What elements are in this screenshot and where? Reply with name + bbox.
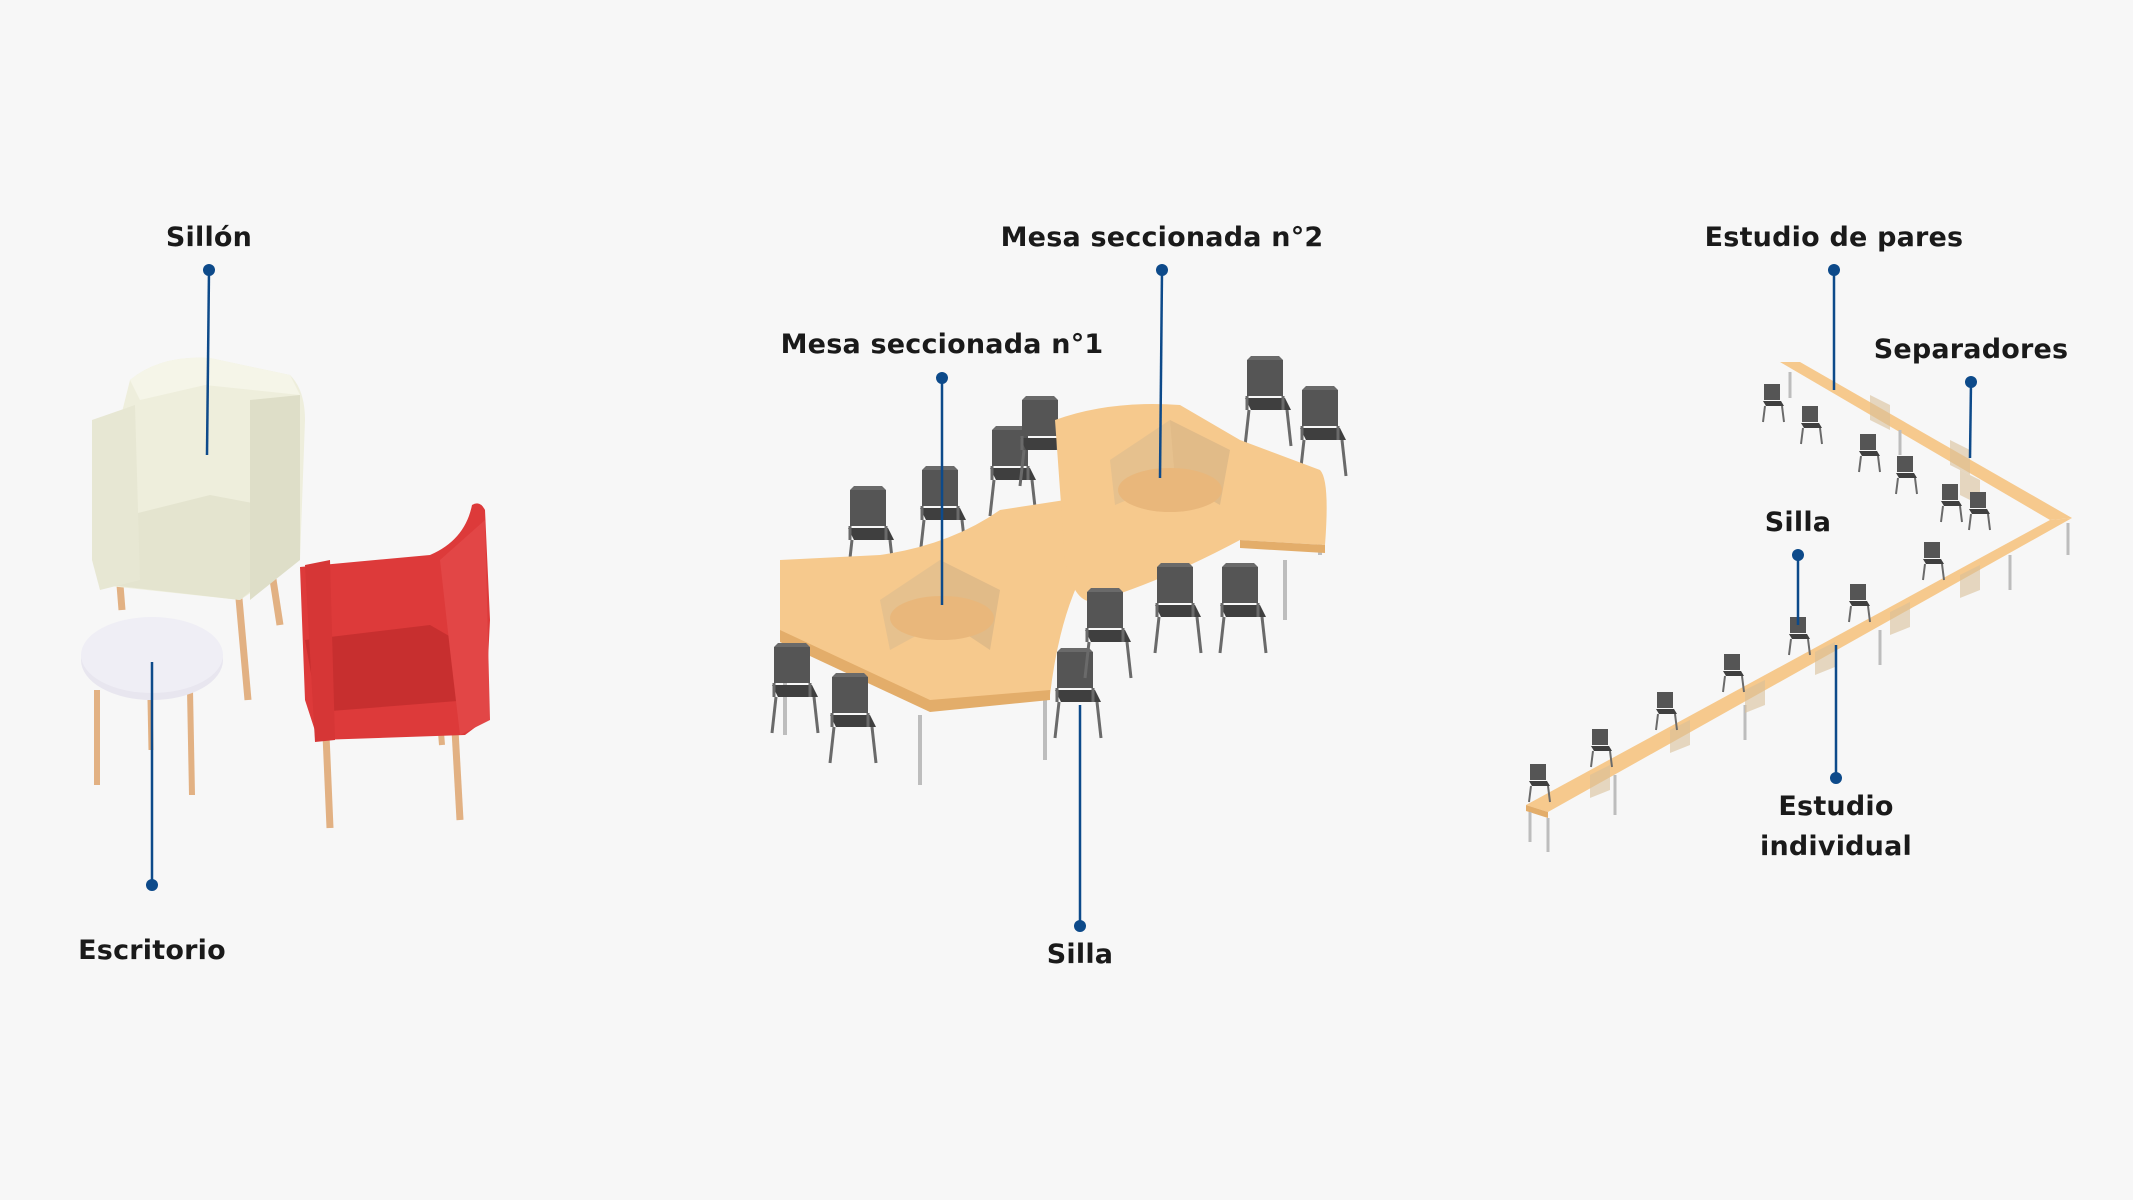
leader-lines xyxy=(146,264,1977,932)
study-counter-group xyxy=(1526,362,2072,852)
label-estudio-individual: Estudio individual xyxy=(1760,787,1912,867)
label-sillon: Sillón xyxy=(165,222,253,253)
label-estudio-individual-line1: Estudio xyxy=(1778,791,1894,822)
label-estudio-individual-line2: individual xyxy=(1760,831,1912,862)
side-table xyxy=(81,617,223,796)
label-escritorio: Escritorio xyxy=(78,935,226,966)
label-silla-right: Silla xyxy=(1764,507,1832,538)
label-separadores: Separadores xyxy=(1873,334,2069,365)
label-estudio-de-pares: Estudio de pares xyxy=(1704,222,1964,253)
label-mesa-seccionada-2: Mesa seccionada n°2 xyxy=(1000,222,1324,253)
sectioned-table-group xyxy=(770,354,1348,785)
armchair-red xyxy=(300,503,490,829)
label-mesa-seccionada-1: Mesa seccionada n°1 xyxy=(780,329,1104,360)
label-silla-center: Silla xyxy=(1046,939,1114,970)
armchair-cream xyxy=(92,357,305,701)
